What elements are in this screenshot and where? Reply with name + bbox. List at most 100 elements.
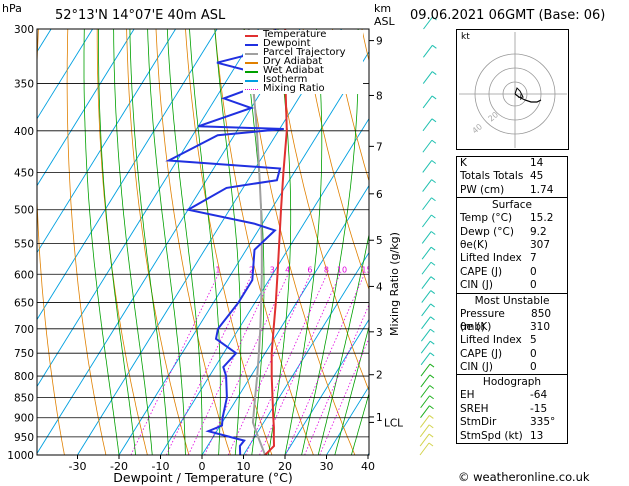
hodograph-plot: + 20 40 [459,32,567,148]
legend-label: Wet Adiabat [263,65,324,76]
wind-barb-flag-icon [431,214,436,219]
index-label: K [460,157,467,169]
wind-barb-flag-icon [431,71,437,75]
wet-adiabat-line [334,324,369,455]
pressure-tick-label: 650 [14,298,34,310]
wind-barbs [419,16,437,456]
dry-adiabat-line [66,29,107,455]
mu-label: CIN (J) [460,361,493,374]
wind-barb-flag-icon [430,290,436,294]
wind-barb-flag-icon [430,316,435,321]
hodo-ring-label-40: 40 [471,122,485,135]
wind-barb-icon [421,214,432,228]
wind-barb-icon [420,385,431,398]
wind-barb-flag-icon [430,261,436,266]
wind-barb-icon [421,303,432,317]
hodograph-trace-upper [514,87,524,98]
wind-barb-icon [422,95,433,109]
km-tick-label: 4 [376,281,383,293]
legend-swatch [245,71,258,73]
hodo-value: 13 [530,429,544,442]
stability-tables: K 14 Totals Totals 45 PW (cm) 1.74 Surface … [456,156,568,445]
pressure-tick-label: 850 [14,392,34,404]
wind-barb-flag-icon [428,424,434,429]
isotherm-line [160,117,369,455]
mu-label: Lifted Index [460,334,522,347]
wind-barb-icon [421,316,431,330]
mixing-ratio-label: 2 [249,265,254,274]
legend-swatch [245,80,258,82]
isotherm-line [77,29,342,455]
wind-barb-icon [422,139,433,153]
mu-row: θe (K) 310 [457,321,567,334]
wind-barb-flag-icon [431,118,437,123]
surface-label: CIN (J) [460,279,493,292]
surface-row: CAPE (J) 0 [457,266,567,279]
temperature-tick-label: 30 [320,460,334,473]
temperature-tick-label: -20 [110,460,128,473]
pressure-tick-label: 1000 [7,450,34,462]
wind-barb-flag-icon [432,16,437,21]
index-row-k: K 14 [457,157,567,170]
mixing-ratio-label: 4 [285,265,290,274]
isotherm-line [37,29,176,254]
wind-barb-icon [421,231,432,244]
mixing-ratio-label: 8 [324,265,329,274]
pressure-tick-label: 500 [14,205,34,217]
wet-adiabat-line [147,29,186,455]
wind-barb-icon [421,261,432,275]
km-tick-label: 3 [376,327,383,339]
wind-barb-flag-icon [429,385,435,389]
index-label: PW (cm) [460,183,505,196]
pressure-tick-label: 800 [14,371,34,383]
pressure-tick-label: 550 [14,238,34,250]
dry-adiabat-line [37,29,65,455]
km-tick-label: 6 [376,189,383,201]
wind-barb-flag-icon [431,179,436,183]
surface-label: θe(K) [460,238,488,251]
wind-barb-flag-icon [429,395,434,400]
hpa-unit-label: hPa [2,2,22,15]
dewpoint-line [165,29,284,455]
wind-barb-flag-icon [431,95,437,100]
mu-label: θe (K) [460,320,492,333]
wind-barb-flag-icon [429,352,435,357]
lcl-label: LCL [384,417,403,429]
wind-barb-flag-icon [429,363,435,368]
surface-row: Lifted Index 7 [457,252,567,265]
mixing-ratio-label: 3 [270,265,275,274]
wind-barb-flag-icon [432,44,437,49]
wind-barb-flag-icon [430,246,436,251]
mixing-ratio-line [227,274,311,455]
mu-value: 0 [530,347,537,360]
km-tick-label: 7 [376,141,383,153]
hodo-row: StmSpd (kt) 13 [457,430,567,443]
pressure-tick-label: 700 [14,324,34,336]
indices-table: K 14 Totals Totals 45 PW (cm) 1.74 [456,156,568,199]
km-tick-label: 1 [376,412,383,424]
km-tick-label: 5 [376,235,383,247]
mu-row: CIN (J) 0 [457,361,567,374]
mixing-ratio-line [188,274,274,455]
mu-value: 310 [530,320,551,333]
wind-barb-icon [421,246,432,260]
temperature-tick-label: 40 [361,460,375,473]
temperature-tick-label: 10 [237,460,251,473]
isotherm-line [0,29,10,455]
wind-barb-flag-icon [429,374,435,379]
isotherm-line [37,29,218,321]
hodograph-table: Hodograph EH -64 SREH -15 StmDir 335° StmSp… [456,375,568,445]
wind-barb-icon [422,160,433,173]
pressure-tick-label: 900 [14,413,34,425]
most-unstable-title: Most Unstable [474,294,550,307]
pressure-tick-label: 450 [14,167,34,179]
surface-value: 307 [530,238,551,251]
storm-motion-marker: + [517,93,525,103]
index-row-pw: PW (cm) 1.74 [457,184,567,197]
wind-barb-flag-icon [429,405,434,410]
parcel-trajectory-line [247,29,267,455]
wind-barb-icon [420,374,431,388]
hodo-unit-label: kt [461,32,470,42]
legend-label: Parcel Trajectory [263,47,346,58]
km-tick-label: 2 [376,370,383,382]
